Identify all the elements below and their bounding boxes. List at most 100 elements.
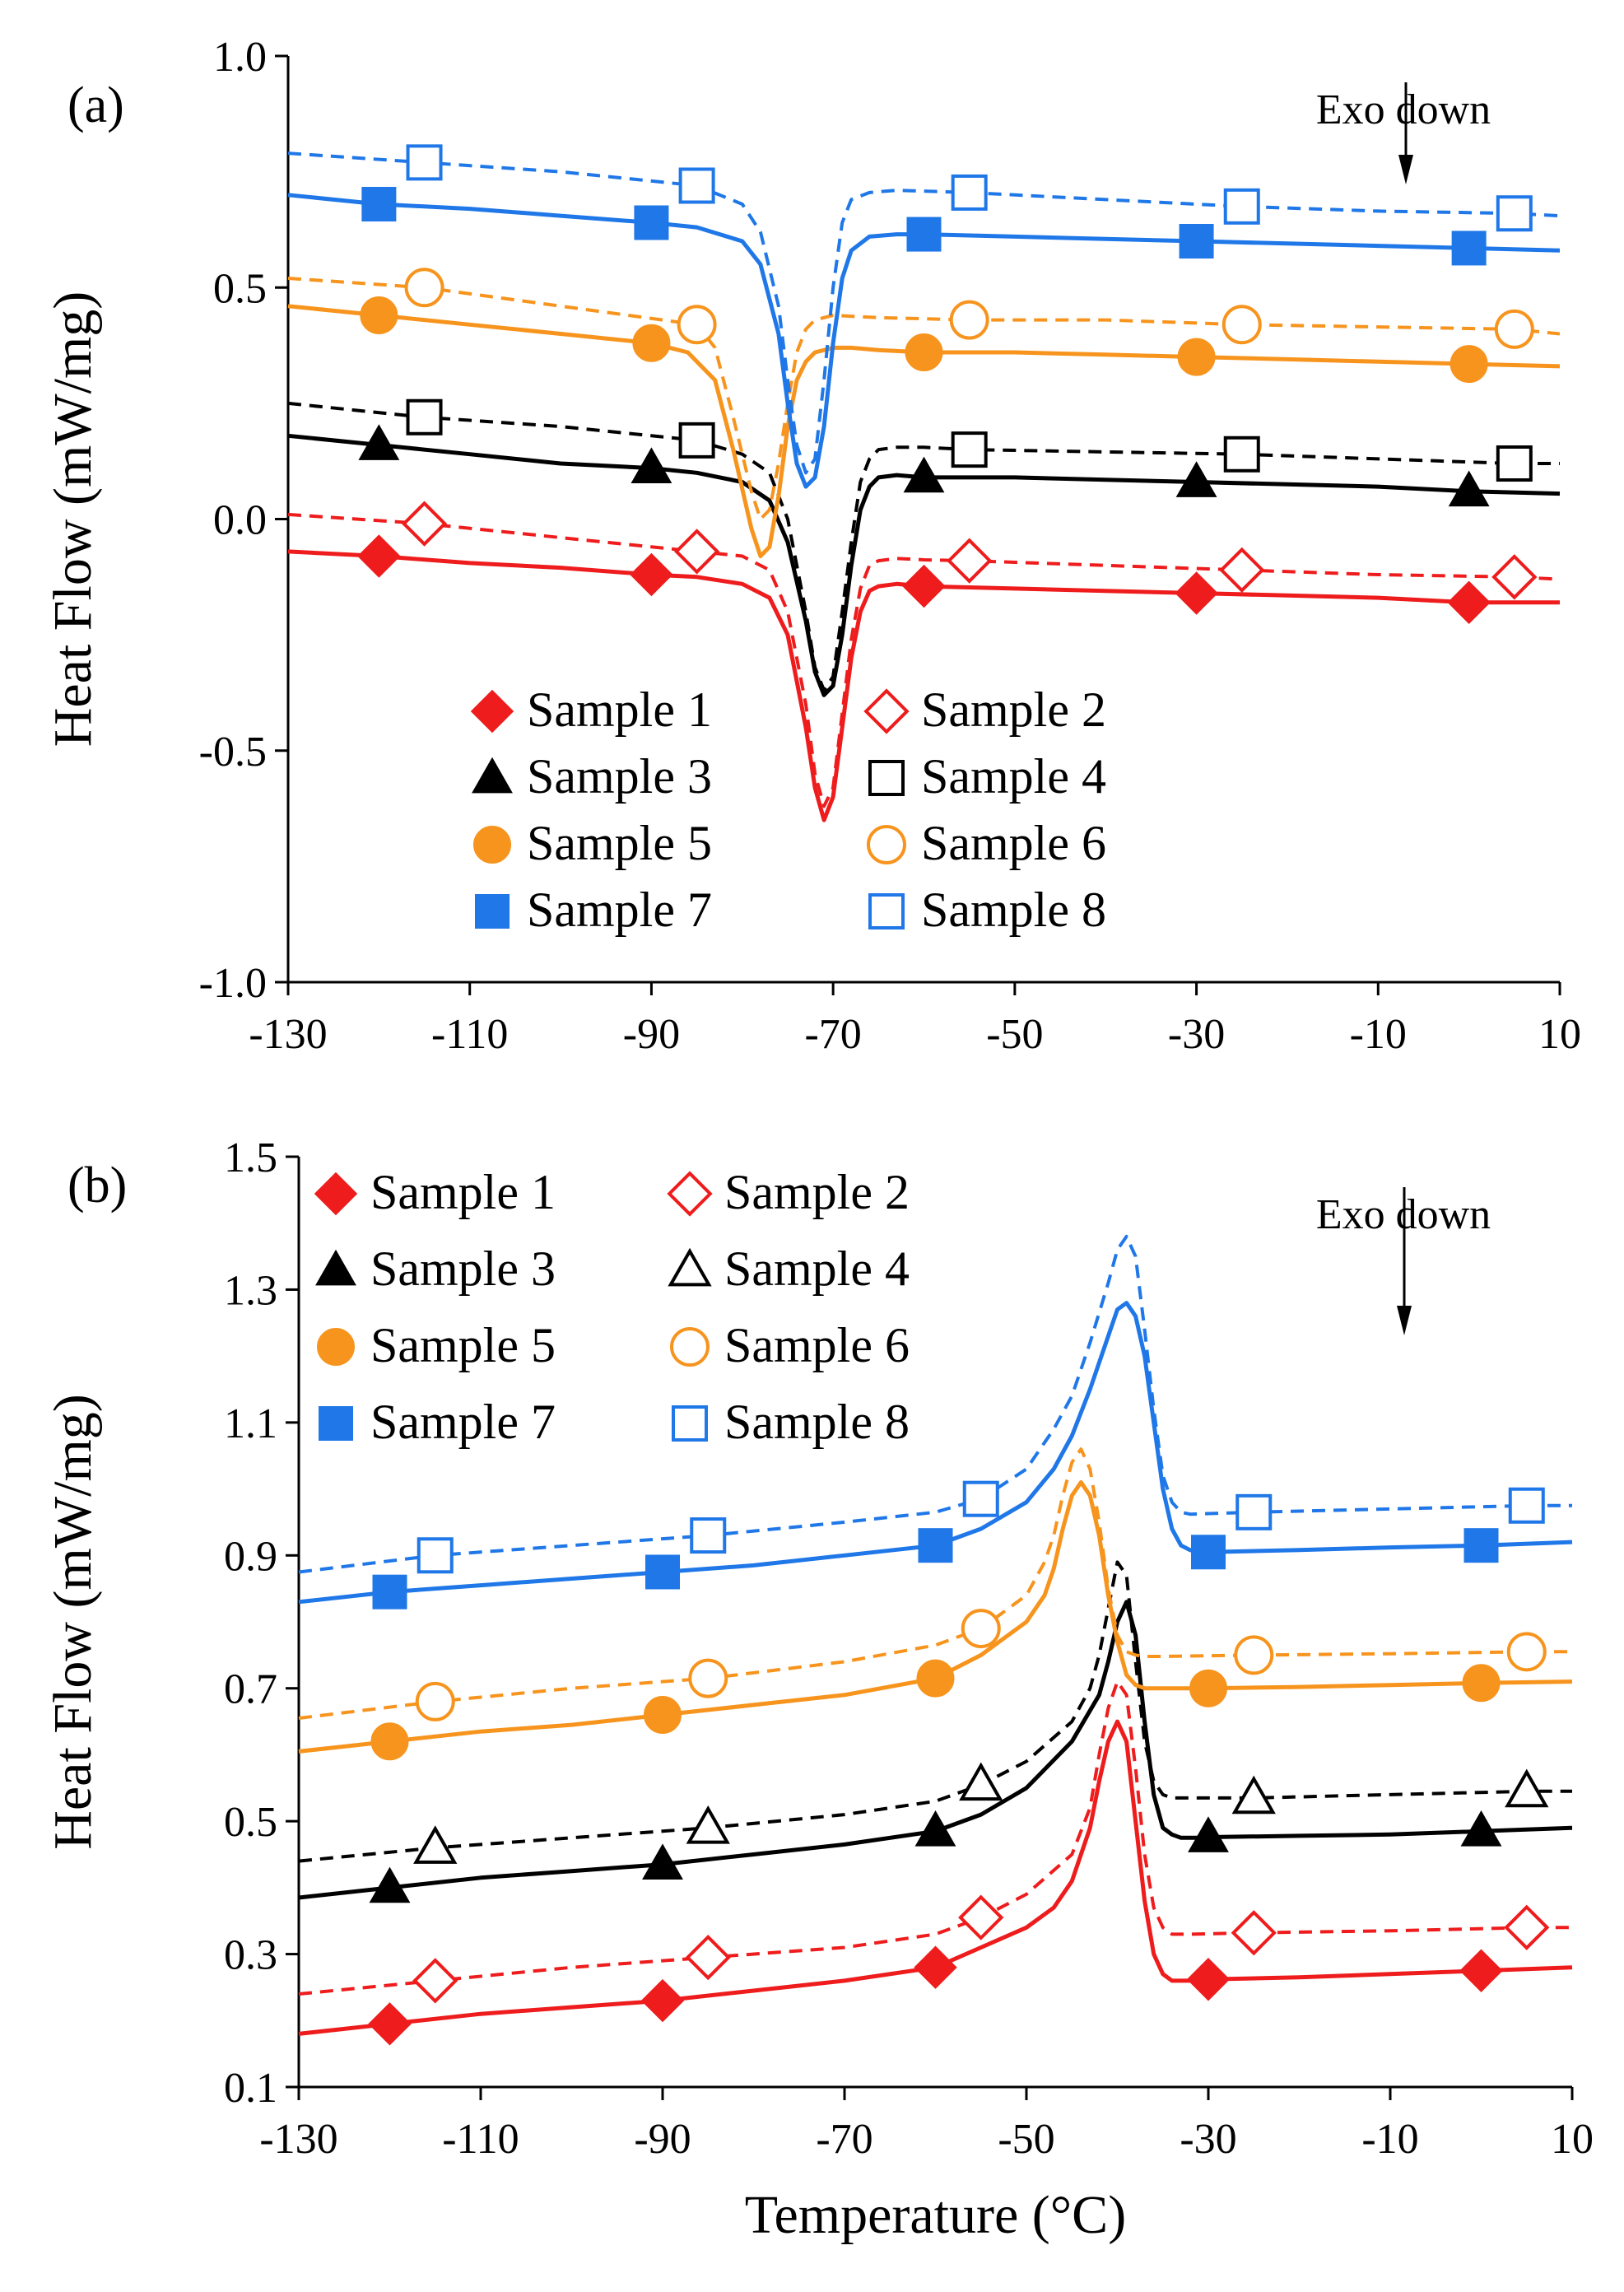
data-point — [1505, 1768, 1549, 1808]
data-point — [1504, 1904, 1550, 1950]
data-point — [401, 501, 448, 547]
y-tick-label: 1.0 — [213, 34, 267, 81]
exo-arrow-head — [1397, 1306, 1412, 1335]
data-point — [1463, 1528, 1499, 1563]
series-line — [287, 512, 1561, 808]
data-point — [949, 300, 989, 340]
series-1 — [287, 534, 1560, 822]
data-point — [916, 1659, 955, 1698]
data-point — [1491, 554, 1538, 600]
series-8 — [287, 144, 1561, 475]
y-tick-label: 1.3 — [224, 1267, 277, 1314]
data-point — [951, 174, 988, 211]
data-point — [406, 144, 443, 181]
legend-entry: Sample 5 — [473, 816, 712, 870]
legend-marker — [867, 825, 906, 864]
legend-marker — [667, 1171, 713, 1217]
x-tick-label: -130 — [249, 1011, 327, 1058]
data-point — [1496, 445, 1533, 482]
data-point — [632, 324, 671, 362]
y-axis-label: Heat Flow (mW/mg) — [43, 291, 103, 748]
legend-marker — [317, 1328, 355, 1366]
x-tick-label: -10 — [1350, 1011, 1407, 1058]
data-point — [1223, 188, 1260, 225]
legend-entry: Sample 6 — [867, 816, 1106, 870]
data-point — [1177, 338, 1216, 376]
legend-label: Sample 1 — [527, 682, 712, 737]
data-point — [685, 1934, 731, 1981]
legend-label: Sample 5 — [527, 816, 712, 870]
legend-label: Sample 2 — [724, 1165, 910, 1219]
data-point — [1494, 309, 1534, 349]
legend-label: Sample 6 — [724, 1318, 910, 1372]
series-7 — [287, 187, 1561, 489]
data-point — [686, 1805, 730, 1844]
legend-entry: Sample 4 — [868, 749, 1106, 804]
legend-entry: Sample 5 — [317, 1318, 556, 1372]
legend-label: Sample 7 — [527, 883, 712, 937]
data-point — [1188, 1816, 1229, 1852]
data-point — [372, 1574, 407, 1610]
series-line — [298, 1447, 1572, 1720]
series-line — [287, 277, 1561, 521]
legend-entry: Sample 2 — [667, 1165, 910, 1219]
data-point — [630, 552, 673, 597]
legend-entry: Sample 8 — [672, 1395, 910, 1449]
legend-marker — [868, 760, 905, 796]
data-point — [1231, 1910, 1277, 1956]
data-point — [360, 296, 398, 334]
data-point — [906, 217, 942, 252]
series-5 — [287, 296, 1561, 558]
data-point — [1186, 1958, 1231, 2001]
series-line — [298, 1480, 1573, 1754]
legend-entry: Sample 3 — [315, 1242, 556, 1296]
series-1 — [298, 1719, 1573, 2046]
x-axis-label: Temperature (°C) — [745, 2185, 1126, 2245]
data-point — [1462, 1664, 1501, 1703]
data-point — [678, 167, 715, 204]
data-point — [357, 534, 401, 578]
data-point — [1447, 580, 1491, 624]
legend-label: Sample 7 — [370, 1395, 556, 1449]
data-point — [361, 187, 397, 221]
data-point — [1175, 461, 1217, 497]
data-point — [631, 447, 672, 484]
data-point — [688, 1658, 728, 1698]
data-point — [1179, 224, 1214, 259]
legend-marker — [314, 1172, 358, 1216]
legend-label: Sample 8 — [724, 1395, 910, 1449]
y-tick-label: 0.9 — [224, 1533, 277, 1580]
panel-b: (b) 0.1 0.3 0.5 0.7 0.9 1.1 1.3 1.5 -130 -110 -90 -7… — [43, 1134, 1594, 2245]
x-tick-label: 10 — [1538, 1011, 1581, 1058]
legend-marker — [672, 1405, 708, 1442]
x-tick-label: -90 — [634, 2116, 691, 2163]
legend-label: Sample 3 — [527, 749, 712, 804]
data-point — [1460, 1810, 1502, 1847]
x-tick-label: 10 — [1551, 2116, 1594, 2163]
y-tick-label: 0.5 — [224, 1799, 277, 1846]
series-line — [298, 1560, 1572, 1863]
series-8 — [298, 1234, 1572, 1574]
data-point — [1235, 1493, 1273, 1530]
legend-label: Sample 4 — [921, 749, 1106, 804]
x-tick-label: -10 — [1361, 2116, 1418, 2163]
data-point — [962, 1480, 999, 1517]
data-point — [1506, 1632, 1547, 1672]
legend-label: Sample 1 — [370, 1165, 556, 1219]
x-tick-label: -110 — [442, 2116, 519, 2163]
legend-label: Sample 6 — [921, 816, 1106, 870]
data-point — [1451, 231, 1487, 266]
legend-marker — [319, 1406, 353, 1441]
series-line — [298, 1679, 1572, 1996]
y-tick-label: 0.7 — [224, 1666, 277, 1713]
data-point — [1219, 547, 1265, 594]
legend-marker — [472, 757, 513, 794]
data-point — [673, 529, 720, 575]
data-point — [369, 1866, 411, 1903]
x-tick-label: -30 — [1168, 1011, 1225, 1058]
data-point — [1234, 1635, 1274, 1675]
data-point — [914, 1810, 956, 1847]
data-point — [1231, 1775, 1276, 1814]
legend-entry: Sample 1 — [314, 1165, 556, 1219]
